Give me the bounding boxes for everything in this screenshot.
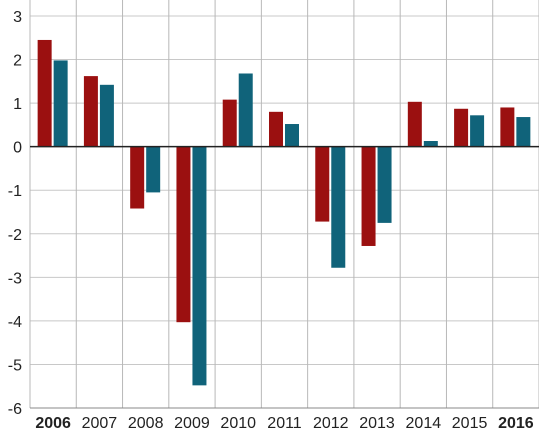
- bar-series-1-2014: [407, 101, 422, 147]
- x-tick-label-2009: 2009: [174, 415, 210, 432]
- x-tick-label-2007: 2007: [82, 415, 118, 432]
- y-tick-label: 2: [13, 53, 22, 70]
- x-tick-label-2008: 2008: [128, 415, 164, 432]
- y-axis-ticks: 3 2 1 0 -1 -2 -3 -4 -5 -6: [8, 9, 22, 418]
- bar-series-2-2016: [516, 117, 531, 147]
- x-tick-label-2013: 2013: [359, 415, 395, 432]
- grid: [29, 0, 539, 409]
- bar-series-2-2014: [423, 141, 438, 147]
- bar-series-2-2015: [470, 115, 485, 147]
- bar-series-2-2009: [192, 146, 207, 386]
- x-tick-label-2006: 2006: [35, 415, 71, 432]
- bars: [37, 39, 531, 386]
- y-tick-label: -5: [8, 357, 22, 374]
- y-tick-label: -3: [8, 270, 22, 287]
- y-tick-label: -4: [8, 314, 22, 331]
- bar-series-1-2015: [454, 108, 469, 147]
- bar-series-1-2013: [361, 146, 376, 246]
- bar-series-1-2009: [176, 146, 191, 323]
- bar-series-1-2006: [37, 39, 52, 147]
- x-tick-label-2014: 2014: [406, 415, 442, 432]
- bar-series-2-2010: [238, 73, 253, 147]
- x-tick-label-2012: 2012: [313, 415, 349, 432]
- x-tick-label-2016: 2016: [498, 415, 534, 432]
- bar-series-2-2008: [146, 146, 161, 193]
- bar-series-1-2016: [500, 107, 515, 147]
- bar-series-1-2011: [269, 111, 283, 147]
- x-tick-label-2011: 2011: [267, 415, 302, 432]
- y-tick-label: 0: [13, 140, 22, 157]
- bar-series-1-2007: [83, 76, 98, 147]
- bar-series-2-2013: [377, 146, 392, 223]
- y-tick-label: -1: [8, 183, 22, 200]
- bar-series-1-2008: [130, 146, 145, 209]
- y-tick-label: 3: [13, 9, 22, 26]
- y-tick-label: 1: [13, 96, 22, 113]
- bar-series-1-2010: [222, 99, 237, 147]
- x-tick-label-2010: 2010: [220, 415, 256, 432]
- bar-series-2-2007: [99, 84, 114, 147]
- bar-series-2-2006: [53, 60, 68, 147]
- y-tick-label: -6: [8, 401, 22, 418]
- bar-series-1-2012: [315, 146, 330, 222]
- bar-series-2-2011: [285, 124, 299, 147]
- x-axis-ticks: 2006 2007 2008 2009 2010 2011 2012 2013 2014 2015…: [35, 415, 533, 432]
- x-tick-label-2015: 2015: [452, 415, 488, 432]
- y-tick-label: -2: [8, 227, 22, 244]
- bar-series-2-2012: [331, 146, 346, 268]
